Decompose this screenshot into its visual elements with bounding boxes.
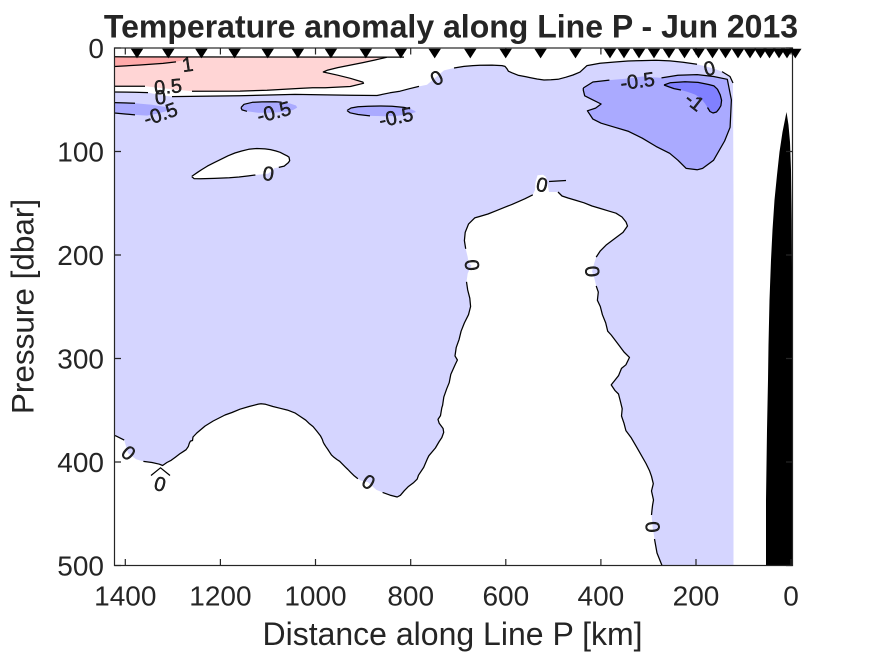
svg-text:400: 400: [578, 581, 625, 612]
svg-text:Pressure [dbar]: Pressure [dbar]: [5, 199, 41, 414]
svg-text:0.5: 0.5: [153, 75, 183, 99]
svg-text:Temperature anomaly along Line: Temperature anomaly along Line P - Jun 2…: [104, 9, 798, 45]
svg-text:500: 500: [57, 550, 104, 581]
svg-text:0: 0: [460, 259, 483, 272]
svg-text:Distance along Line P [km]: Distance along Line P [km]: [262, 616, 642, 652]
svg-text:1200: 1200: [189, 581, 251, 612]
svg-text:1400: 1400: [94, 581, 156, 612]
svg-text:0: 0: [261, 163, 275, 186]
svg-text:100: 100: [57, 136, 104, 167]
svg-text:0: 0: [534, 174, 549, 198]
svg-text:300: 300: [57, 343, 104, 374]
svg-text:200: 200: [673, 581, 720, 612]
svg-text:200: 200: [57, 240, 104, 271]
svg-text:0: 0: [154, 87, 167, 110]
svg-text:0: 0: [702, 57, 718, 81]
svg-text:800: 800: [387, 581, 434, 612]
svg-text:0: 0: [640, 521, 663, 534]
svg-text:0: 0: [783, 581, 799, 612]
svg-text:0: 0: [580, 265, 603, 278]
svg-text:600: 600: [482, 581, 529, 612]
svg-text:400: 400: [57, 447, 104, 478]
svg-text:0: 0: [88, 33, 104, 64]
svg-text:-0.5: -0.5: [619, 69, 656, 96]
svg-text:1: 1: [181, 54, 195, 77]
svg-text:1000: 1000: [284, 581, 346, 612]
